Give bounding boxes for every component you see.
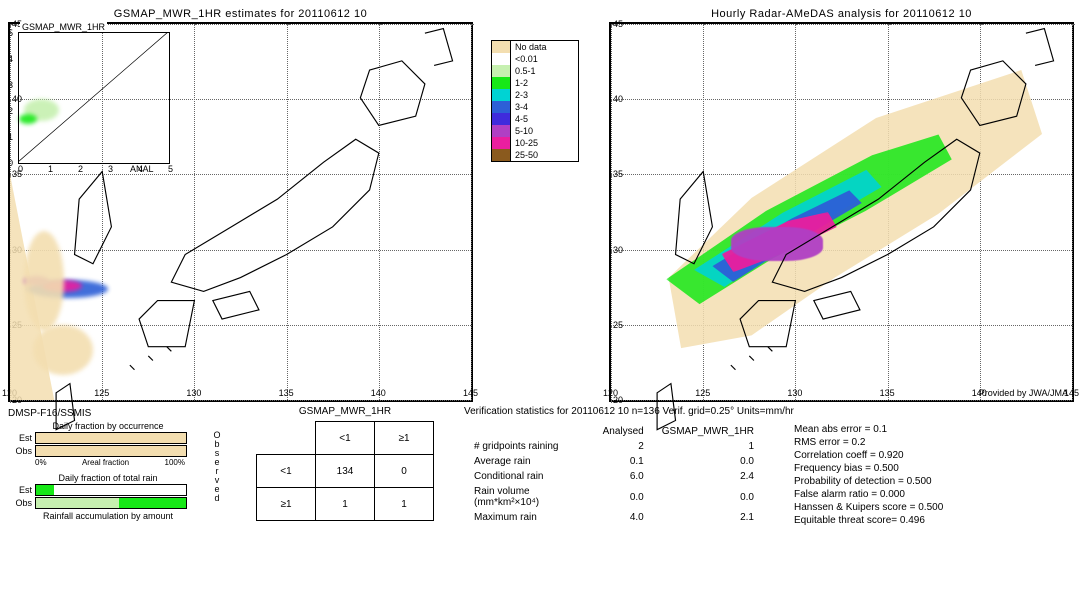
legend-swatch <box>492 89 511 101</box>
legend-row: 4-5 <box>492 113 578 125</box>
legend-swatch <box>492 149 511 161</box>
legend-label: No data <box>511 42 547 52</box>
legend-block: No data <0.01 0.5-1 1-2 2-3 3-4 4-5 5-10 10-25 25… <box>491 40 579 402</box>
stats-val-b: 2.1 <box>654 511 762 524</box>
top-row: GSMAP_MWR_1HR estimates for 20110612 10 … <box>8 8 1072 402</box>
stats-val-a: 0.0 <box>595 485 652 509</box>
stats-name: Maximum rain <box>466 511 593 524</box>
stats-val-b: 0.0 <box>654 485 762 509</box>
legend-row: 0.5-1 <box>492 65 578 77</box>
stats-name: Rain volume (mm*km²×10⁴) <box>466 485 593 509</box>
legend-row: 5-10 <box>492 125 578 137</box>
legend-label: 1-2 <box>511 78 528 88</box>
frac-bar-row: Obs <box>8 445 208 457</box>
left-map-inner: 120125130135140145202530354045GSMAP_MWR_… <box>10 24 471 400</box>
legend-swatch <box>492 77 511 89</box>
frac-rain-footer: Rainfall accumulation by amount <box>8 511 208 521</box>
legend-row: 10-25 <box>492 137 578 149</box>
legend-row: 3-4 <box>492 101 578 113</box>
left-map-frame: 120125130135140145202530354045GSMAP_MWR_… <box>8 22 473 402</box>
right-map-frame: 120125130135140145202530354045 Provided … <box>609 22 1074 402</box>
legend-label: 10-25 <box>511 138 538 148</box>
left-map-title: GSMAP_MWR_1HR estimates for 20110612 10 <box>8 8 473 20</box>
right-map-title: Hourly Radar-AMeDAS analysis for 2011061… <box>609 8 1074 20</box>
legend-swatch <box>492 125 511 137</box>
frac-occ-bars: EstObs <box>8 432 208 457</box>
legend-label: <0.01 <box>511 54 538 64</box>
stats-name: Average rain <box>466 455 593 468</box>
legend-label: 0.5-1 <box>511 66 536 76</box>
legend-label: 3-4 <box>511 102 528 112</box>
legend-swatch <box>492 137 511 149</box>
legend-row: No data <box>492 41 578 53</box>
frac-rain-bars: Est Obs <box>8 484 208 509</box>
bar-outer <box>35 497 187 509</box>
ct-cell-11: 1 <box>375 488 434 521</box>
bar-outer <box>35 445 187 457</box>
legend-box: No data <0.01 0.5-1 1-2 2-3 3-4 4-5 5-10 10-25 25… <box>491 40 579 162</box>
legend-swatch <box>492 101 511 113</box>
legend-row: 25-50 <box>492 149 578 161</box>
bar-label: Obs <box>8 498 35 508</box>
ct-cell-10: 1 <box>316 488 375 521</box>
legend-row: 1-2 <box>492 77 578 89</box>
bar-outer <box>35 484 187 496</box>
stats-row: Rain volume (mm*km²×10⁴)0.00.0 <box>466 485 762 509</box>
bar-outer <box>35 432 187 444</box>
stats-name: # gridpoints raining <box>466 440 593 453</box>
metric-line: Hanssen & Kuipers score = 0.500 <box>794 501 943 514</box>
legend-swatch <box>492 113 511 125</box>
right-map-inner: 120125130135140145202530354045 <box>611 24 1072 400</box>
right-map-block: Hourly Radar-AMeDAS analysis for 2011061… <box>609 8 1074 402</box>
metric-line: Equitable threat score= 0.496 <box>794 514 943 527</box>
legend-row: <0.01 <box>492 53 578 65</box>
legend-label: 2-3 <box>511 90 528 100</box>
legend-label: 25-50 <box>511 150 538 160</box>
metric-line: False alarm ratio = 0.000 <box>794 488 943 501</box>
stats-name: Conditional rain <box>466 470 593 483</box>
stats-val-a: 4.0 <box>595 511 652 524</box>
legend-swatch <box>492 41 511 53</box>
legend-swatch <box>492 65 511 77</box>
legend-label: 5-10 <box>511 126 533 136</box>
frac-bar-row: Est <box>8 432 208 444</box>
legend-row: 2-3 <box>492 89 578 101</box>
left-map-block: GSMAP_MWR_1HR estimates for 20110612 10 … <box>8 8 473 402</box>
bar-label: Est <box>8 485 35 495</box>
frac-bar-row: Obs <box>8 497 208 509</box>
legend-swatch <box>492 53 511 65</box>
provider-label: Provided by JWA/JMA <box>979 388 1068 398</box>
legend-label: 4-5 <box>511 114 528 124</box>
stats-row: Maximum rain4.02.1 <box>466 511 762 524</box>
ct-row-1: ≥1 <box>257 488 316 521</box>
frac-bar-row: Est <box>8 484 208 496</box>
